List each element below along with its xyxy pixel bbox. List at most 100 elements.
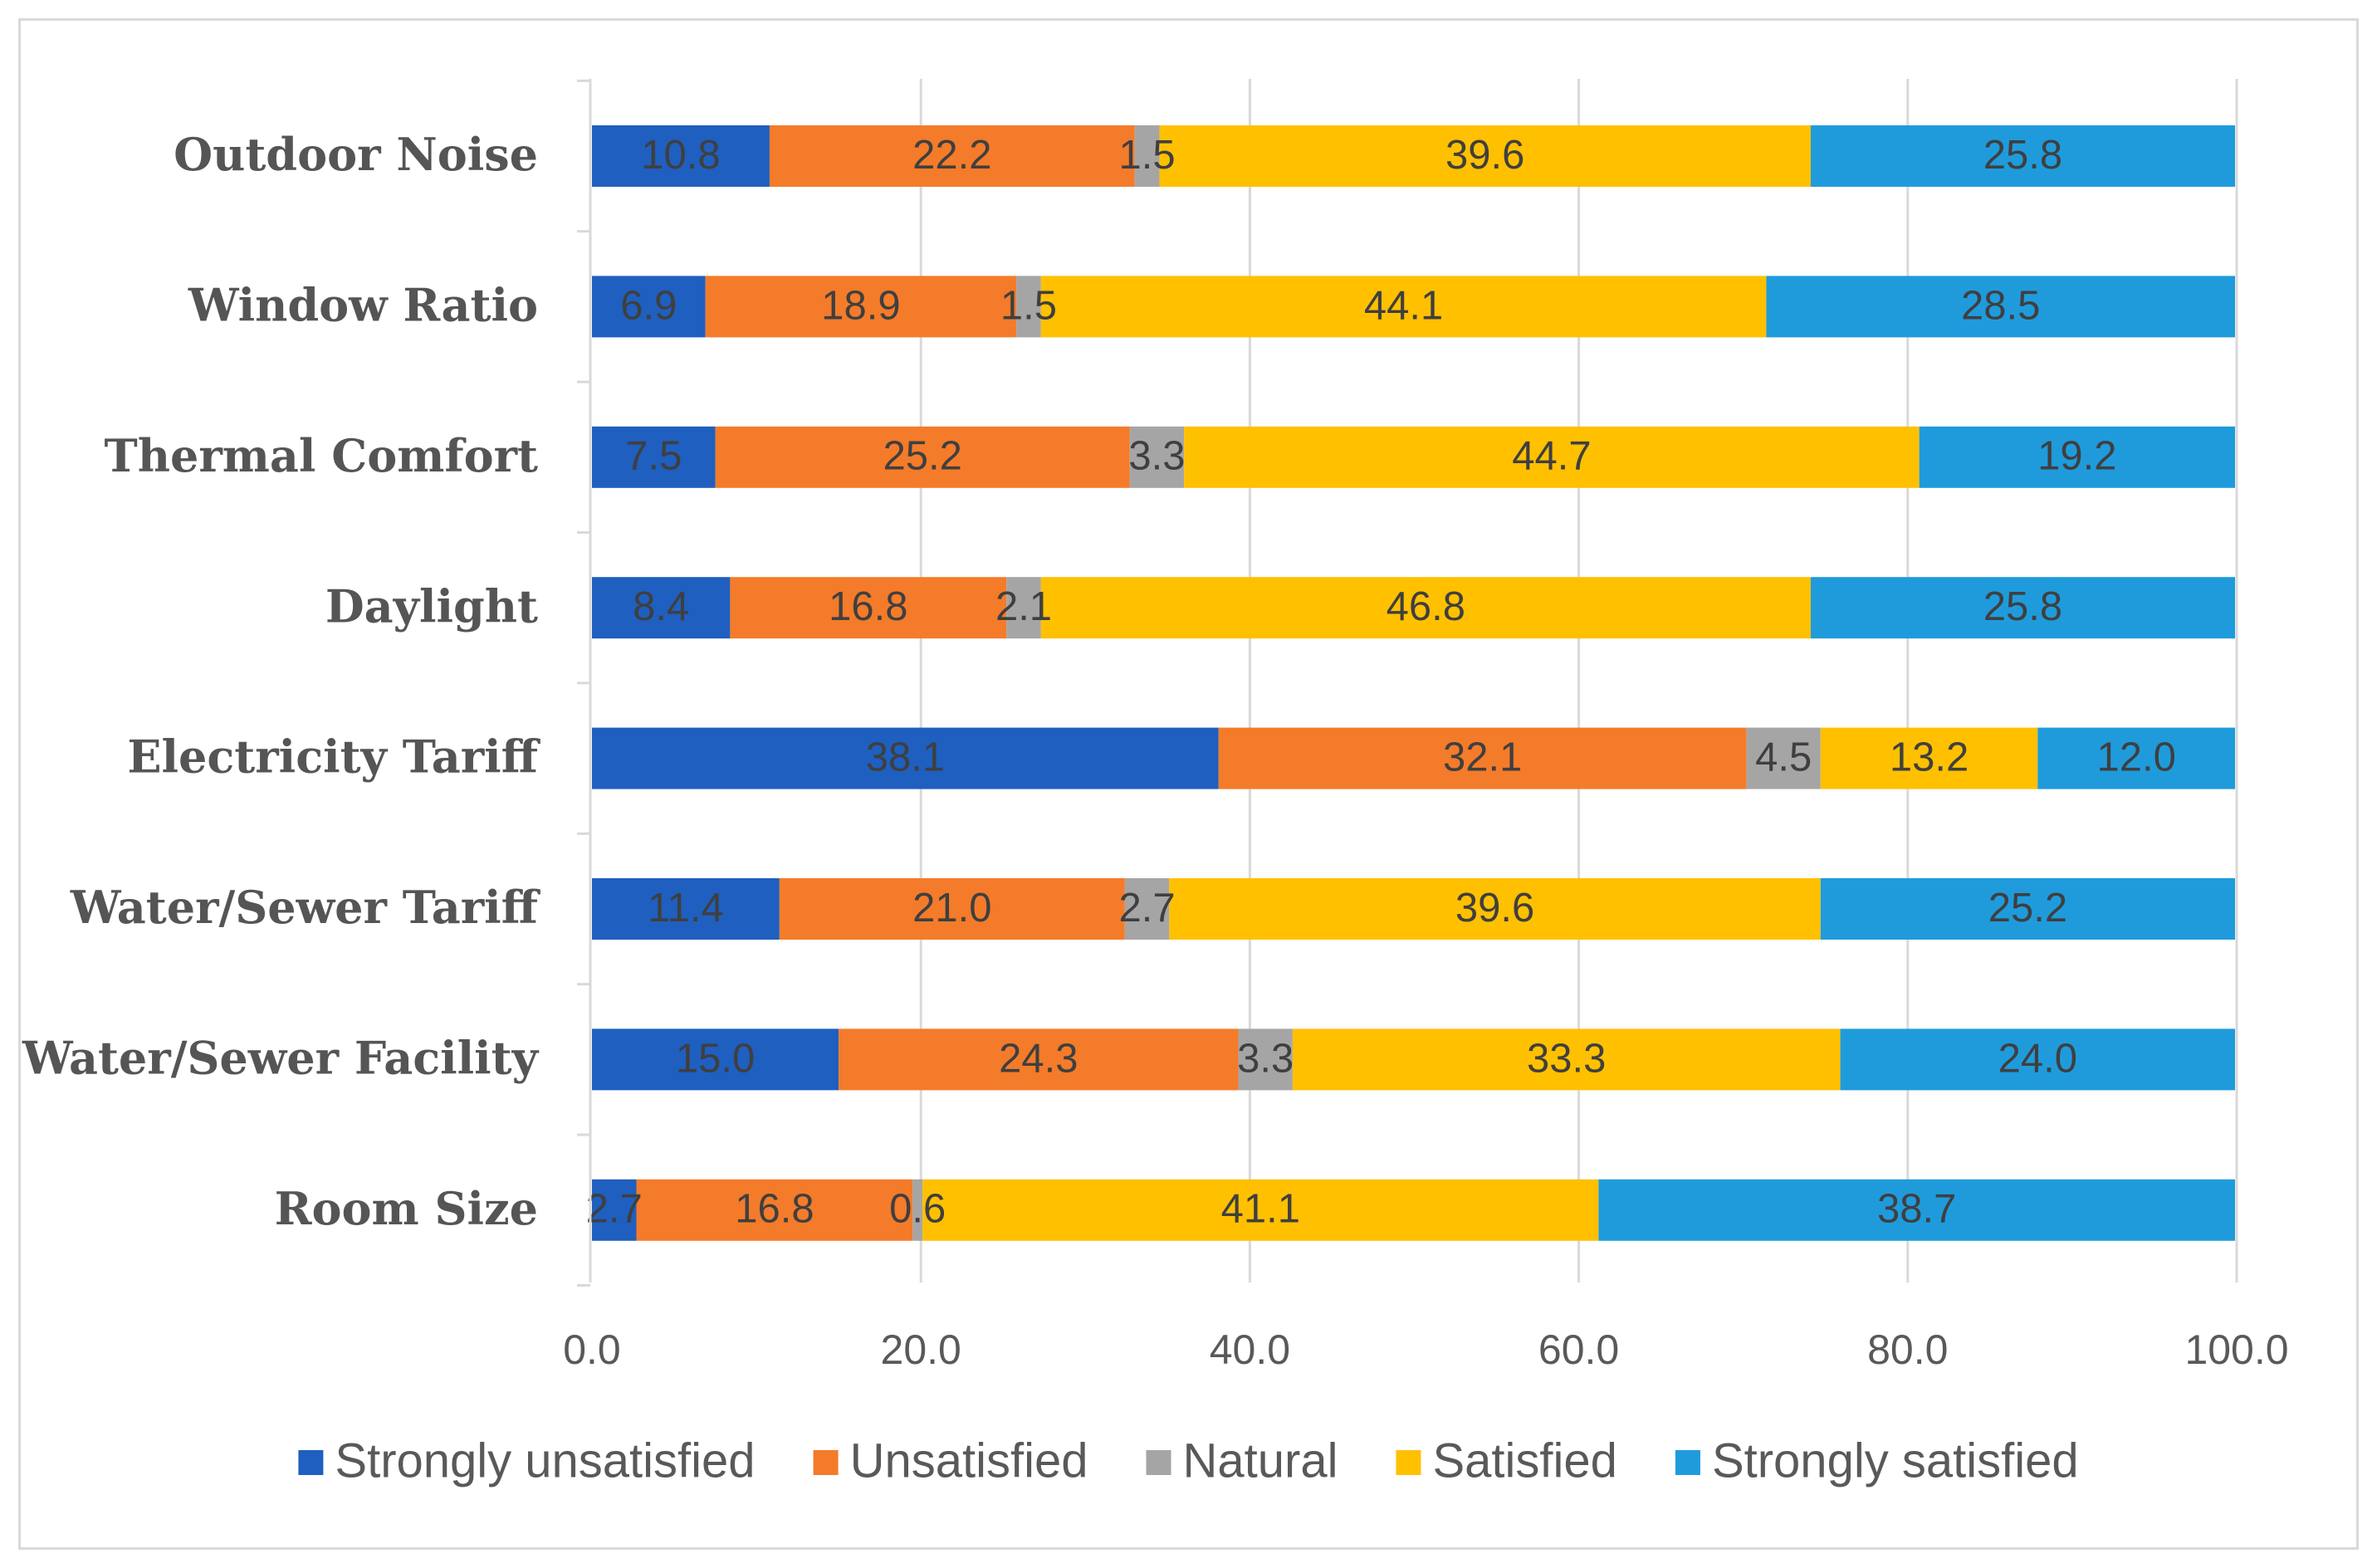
- category-label-water-sewer-tariff: Water/Sewer Tariff: [70, 881, 541, 934]
- category-label-daylight: Daylight: [325, 579, 538, 633]
- data-label-strongly-satisfied-thermal-comfort: 19.2: [2037, 434, 2116, 479]
- bar-strongly-unsatisfied-room-size: [592, 1179, 637, 1241]
- bar-strongly-unsatisfied-thermal-comfort: [592, 426, 716, 488]
- bar-natural-outdoor-noise: [1134, 125, 1160, 187]
- bar-natural-thermal-comfort: [1129, 426, 1185, 488]
- x-tick-label: 60.0: [1538, 1326, 1619, 1373]
- data-label-natural-water-sewer-tariff: 2.7: [1119, 886, 1176, 931]
- data-label-natural-thermal-comfort: 3.3: [1128, 434, 1185, 479]
- bar-natural-water-sewer-tariff: [1124, 878, 1170, 940]
- data-label-strongly-satisfied-daylight: 25.8: [1983, 584, 2062, 629]
- data-label-strongly-satisfied-water-sewer-tariff: 25.2: [1988, 886, 2067, 931]
- bar-strongly-satisfied-outdoor-noise: [1810, 125, 2236, 187]
- bar-strongly-unsatisfied-daylight: [592, 577, 731, 639]
- data-label-unsatisfied-water-sewer-tariff: 21.0: [912, 886, 991, 931]
- data-label-unsatisfied-electricity-tariff: 32.1: [1443, 735, 1522, 780]
- bar-satisfied-daylight: [1040, 577, 1811, 639]
- bar-strongly-satisfied-thermal-comfort: [1919, 426, 2236, 488]
- legend-label-unsatisfied: Unsatisfied: [850, 1434, 1088, 1487]
- bar-unsatisfied-room-size: [636, 1179, 913, 1241]
- data-label-unsatisfied-water-sewer-facility: 24.3: [999, 1036, 1078, 1081]
- bar-natural-window-ratio: [1016, 276, 1041, 338]
- data-label-strongly-unsatisfied-outdoor-noise: 10.8: [641, 133, 720, 178]
- x-tick-label: 40.0: [1210, 1326, 1290, 1373]
- x-tick-label: 0.0: [563, 1326, 621, 1373]
- data-label-satisfied-electricity-tariff: 13.2: [1890, 735, 1969, 780]
- bar-unsatisfied-thermal-comfort: [715, 426, 1130, 488]
- data-label-strongly-unsatisfied-water-sewer-tariff: 11.4: [648, 886, 724, 931]
- legend-item-satisfied: Satisfied: [1396, 1434, 1617, 1487]
- bar-strongly-satisfied-water-sewer-tariff: [1820, 878, 2236, 940]
- legend-label-strongly-satisfied: Strongly satisfied: [1712, 1434, 2079, 1487]
- bar-unsatisfied-outdoor-noise: [769, 125, 1135, 187]
- data-label-strongly-unsatisfied-window-ratio: 6.9: [620, 283, 677, 328]
- data-label-strongly-unsatisfied-electricity-tariff: 38.1: [866, 735, 945, 780]
- bar-satisfied-room-size: [922, 1179, 1599, 1241]
- data-label-natural-electricity-tariff: 4.5: [1755, 735, 1812, 780]
- legend-swatch-strongly-unsatisfied: [298, 1450, 324, 1475]
- data-label-natural-window-ratio: 1.5: [1000, 283, 1057, 328]
- bar-strongly-unsatisfied-water-sewer-tariff: [592, 878, 780, 940]
- data-label-natural-room-size: 0.6: [889, 1187, 946, 1232]
- bar-strongly-unsatisfied-electricity-tariff: [592, 727, 1219, 789]
- bar-satisfied-window-ratio: [1040, 276, 1767, 338]
- x-tick-label: 20.0: [881, 1326, 961, 1373]
- data-label-satisfied-room-size: 41.1: [1221, 1187, 1300, 1232]
- data-label-natural-water-sewer-facility: 3.3: [1237, 1036, 1294, 1081]
- gridlines: [919, 79, 2238, 1282]
- bar-satisfied-electricity-tariff: [1820, 727, 2038, 789]
- category-label-window-ratio: Window Ratio: [188, 278, 538, 331]
- data-label-strongly-unsatisfied-daylight: 8.4: [633, 584, 689, 629]
- bar-satisfied-outdoor-noise: [1159, 125, 1811, 187]
- data-label-strongly-satisfied-electricity-tariff: 12.0: [2096, 735, 2175, 780]
- bar-unsatisfied-water-sewer-tariff: [779, 878, 1125, 940]
- data-label-satisfied-daylight: 46.8: [1387, 584, 1465, 629]
- data-label-strongly-satisfied-water-sewer-facility: 24.0: [1998, 1036, 2077, 1081]
- data-label-unsatisfied-outdoor-noise: 22.2: [912, 133, 991, 178]
- data-label-strongly-satisfied-outdoor-noise: 25.8: [1983, 133, 2062, 178]
- legend-item-natural: Natural: [1146, 1434, 1338, 1487]
- data-label-satisfied-water-sewer-facility: 33.3: [1527, 1036, 1606, 1081]
- bar-unsatisfied-window-ratio: [705, 276, 1017, 338]
- data-label-strongly-unsatisfied-room-size: 2.7: [586, 1187, 643, 1232]
- legend-swatch-natural: [1146, 1450, 1171, 1475]
- legend: Strongly unsatisfied Unsatisfied Natural Sa…: [298, 1434, 2079, 1487]
- category-label-water-sewer-facility: Water/Sewer Facility: [22, 1031, 540, 1084]
- data-label-satisfied-water-sewer-tariff: 39.6: [1455, 886, 1534, 931]
- legend-swatch-unsatisfied: [813, 1450, 839, 1475]
- bar-satisfied-water-sewer-facility: [1292, 1028, 1841, 1091]
- data-label-unsatisfied-thermal-comfort: 25.2: [883, 434, 961, 479]
- data-label-satisfied-window-ratio: 44.1: [1364, 283, 1443, 328]
- data-label-strongly-unsatisfied-water-sewer-facility: 15.0: [676, 1036, 755, 1081]
- bar-unsatisfied-water-sewer-facility: [839, 1028, 1239, 1091]
- data-label-satisfied-outdoor-noise: 39.6: [1445, 133, 1524, 178]
- legend-label-satisfied: Satisfied: [1432, 1434, 1616, 1487]
- bar-unsatisfied-electricity-tariff: [1218, 727, 1747, 789]
- bar-satisfied-water-sewer-tariff: [1169, 878, 1821, 940]
- bar-strongly-unsatisfied-water-sewer-facility: [592, 1028, 839, 1091]
- data-label-strongly-unsatisfied-thermal-comfort: 7.5: [625, 434, 682, 479]
- bar-strongly-satisfied-water-sewer-facility: [1840, 1028, 2236, 1091]
- bar-strongly-unsatisfied-window-ratio: [592, 276, 706, 338]
- bar-strongly-satisfied-electricity-tariff: [2037, 727, 2236, 789]
- legend-label-strongly-unsatisfied: Strongly unsatisfied: [335, 1434, 755, 1487]
- data-label-unsatisfied-window-ratio: 18.9: [821, 283, 900, 328]
- bar-strongly-satisfied-window-ratio: [1766, 276, 2236, 338]
- bar-strongly-unsatisfied-outdoor-noise: [592, 125, 770, 187]
- value-labels: 10.8 22.2 1.5 39.6 25.8 6.9 18.9 1.5 44.1 28.5 7.5…: [586, 133, 2176, 1232]
- bar-unsatisfied-daylight: [730, 577, 1007, 639]
- x-tick-label: 100.0: [2184, 1326, 2288, 1373]
- bar-natural-water-sewer-facility: [1238, 1028, 1293, 1091]
- legend-item-strongly-unsatisfied: Strongly unsatisfied: [298, 1434, 756, 1487]
- legend-item-strongly-satisfied: Strongly satisfied: [1675, 1434, 2079, 1487]
- bar-strongly-satisfied-daylight: [1810, 577, 2236, 639]
- data-label-strongly-satisfied-room-size: 38.7: [1877, 1187, 1956, 1232]
- bar-natural-electricity-tariff: [1746, 727, 1821, 789]
- category-label-electricity-tariff: Electricity Tariff: [127, 730, 540, 784]
- bar-natural-daylight: [1006, 577, 1041, 639]
- data-label-satisfied-thermal-comfort: 44.7: [1512, 434, 1591, 479]
- bar-natural-room-size: [912, 1179, 923, 1241]
- x-tick-label: 80.0: [1867, 1326, 1948, 1373]
- data-label-natural-daylight: 2.1: [995, 584, 1052, 629]
